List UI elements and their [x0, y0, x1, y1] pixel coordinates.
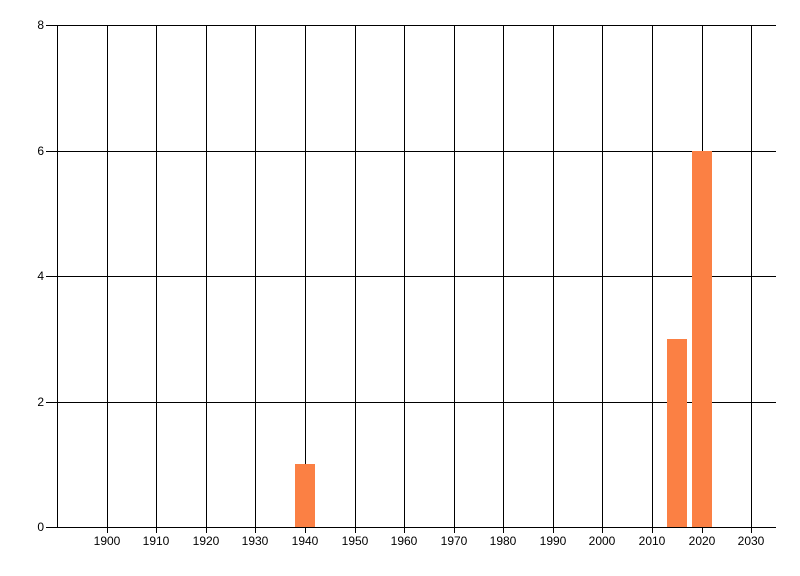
x-tick-label: 1910: [143, 534, 170, 548]
x-tick-label: 2010: [639, 534, 666, 548]
bar: [692, 151, 712, 528]
y-tick-label: 6: [37, 144, 44, 158]
x-tick-label: 1970: [441, 534, 468, 548]
bar: [667, 339, 687, 527]
x-tick-label: 1960: [391, 534, 418, 548]
x-tick-label: 1930: [242, 534, 269, 548]
y-tick-label: 8: [37, 18, 44, 32]
x-tick-label: 2020: [689, 534, 716, 548]
x-tick-label: 1950: [342, 534, 369, 548]
y-tick-label: 4: [37, 269, 44, 283]
bar: [295, 464, 315, 527]
x-tick-label: 2000: [589, 534, 616, 548]
x-tick-label: 1980: [490, 534, 517, 548]
x-tick-label: 1940: [292, 534, 319, 548]
x-tick-label: 1920: [193, 534, 220, 548]
y-tick-label: 2: [37, 395, 44, 409]
x-tick-label: 1900: [94, 534, 121, 548]
x-tick-label: 1990: [540, 534, 567, 548]
x-tick-label: 2030: [738, 534, 765, 548]
y-tick-label: 0: [37, 520, 44, 534]
